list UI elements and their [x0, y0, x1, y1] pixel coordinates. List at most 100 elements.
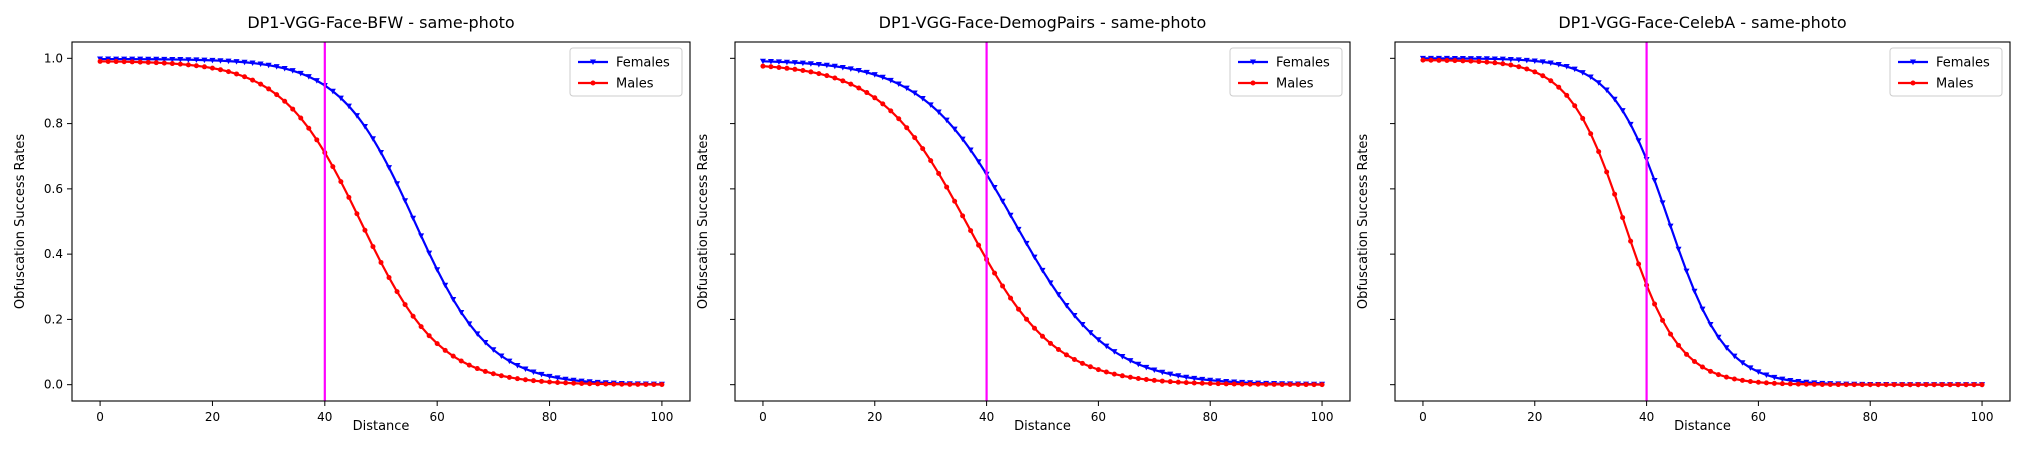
data-point [1071, 313, 1078, 319]
data-point [767, 59, 774, 65]
data-point [1692, 359, 1698, 364]
data-point [823, 62, 830, 69]
data-point [161, 56, 168, 63]
data-point [856, 85, 862, 91]
data-point [530, 378, 536, 384]
chart-panel-3: DP1-VGG-Face-CelebA - same-photo 0 20 40 60 8… [1356, 13, 2011, 434]
data-point [1215, 378, 1222, 384]
data-point [1151, 367, 1158, 373]
x-tick-label: 20 [867, 410, 882, 424]
data-point [1739, 360, 1746, 366]
data-point [1460, 58, 1466, 64]
data-point [888, 108, 894, 114]
data-point [394, 181, 401, 187]
data-point [1563, 64, 1570, 70]
data-point [1023, 240, 1030, 247]
y-axis-label: Obfuscation Success Rates [1356, 134, 1371, 309]
data-point [490, 371, 496, 377]
data-point [530, 369, 537, 375]
data-point [1119, 353, 1126, 360]
data-point [871, 72, 878, 78]
data-point [1779, 381, 1785, 387]
data-point [975, 159, 982, 165]
data-point [1047, 340, 1053, 346]
data-point [872, 95, 878, 101]
data-point [362, 227, 368, 233]
data-point [1311, 382, 1317, 388]
legend: Females Males [1889, 47, 2003, 97]
data-point [1612, 191, 1618, 197]
data-point [434, 267, 441, 273]
data-point [345, 103, 352, 110]
data-point [313, 78, 320, 84]
data-point [1507, 56, 1514, 63]
data-point [169, 56, 176, 63]
data-point [402, 302, 408, 308]
data-point [490, 347, 497, 353]
x-tick-label: 40 [317, 410, 332, 424]
data-point [619, 381, 625, 387]
data-point [97, 58, 103, 64]
data-point [1207, 380, 1213, 386]
data-point [274, 92, 280, 98]
data-point [250, 77, 256, 83]
chart-panel-2: DP1-VGG-Face-DemogPairs - same-photo 0 20 4… [696, 13, 1351, 434]
data-point [314, 137, 320, 143]
data-point [1803, 381, 1809, 387]
plot-frame [734, 41, 1351, 402]
data-point [1087, 330, 1094, 336]
data-point [1628, 238, 1634, 244]
data-point [538, 371, 545, 378]
data-point [161, 60, 167, 66]
data-point [458, 309, 465, 316]
data-point [1231, 381, 1237, 387]
data-point [815, 61, 822, 68]
data-point [595, 381, 601, 387]
data-point [305, 74, 312, 80]
data-point [1851, 382, 1857, 388]
data-point [1175, 373, 1182, 379]
data-point [855, 67, 862, 74]
data-point [1627, 121, 1634, 128]
data-point [306, 125, 312, 131]
y-axis-label: Obfuscation Success Rates [696, 134, 711, 309]
data-point [1491, 56, 1498, 62]
data-point [1667, 223, 1674, 230]
data-point [209, 65, 215, 71]
data-point [895, 81, 902, 87]
data-point [1684, 351, 1690, 357]
data-point [1795, 381, 1801, 387]
data-point [571, 380, 577, 386]
x-tick-label: 20 [1527, 410, 1542, 424]
data-point [1247, 381, 1253, 387]
data-point [1747, 378, 1753, 384]
data-point [1031, 254, 1038, 261]
data-point [783, 59, 790, 66]
data-point [474, 331, 481, 337]
data-point [1279, 381, 1285, 387]
data-point [1047, 280, 1054, 286]
data-point [776, 64, 782, 70]
data-point [784, 65, 790, 71]
data-point [137, 56, 144, 63]
data-point [394, 289, 400, 295]
data-point [824, 73, 830, 79]
data-point [370, 244, 376, 250]
legend: Females Males [569, 47, 683, 97]
data-point [1787, 381, 1793, 387]
data-point [951, 126, 958, 133]
data-point [1883, 382, 1889, 388]
data-point [1747, 365, 1754, 371]
data-point [1676, 342, 1682, 348]
data-point [353, 113, 360, 119]
data-point [1524, 66, 1530, 72]
data-point [242, 74, 248, 80]
data-point [121, 59, 127, 65]
data-point [904, 125, 910, 131]
data-point [1587, 74, 1594, 81]
data-point [792, 66, 798, 72]
data-point [1523, 57, 1530, 64]
data-point [1579, 70, 1586, 76]
data-point [514, 362, 521, 369]
data-point [369, 136, 376, 142]
